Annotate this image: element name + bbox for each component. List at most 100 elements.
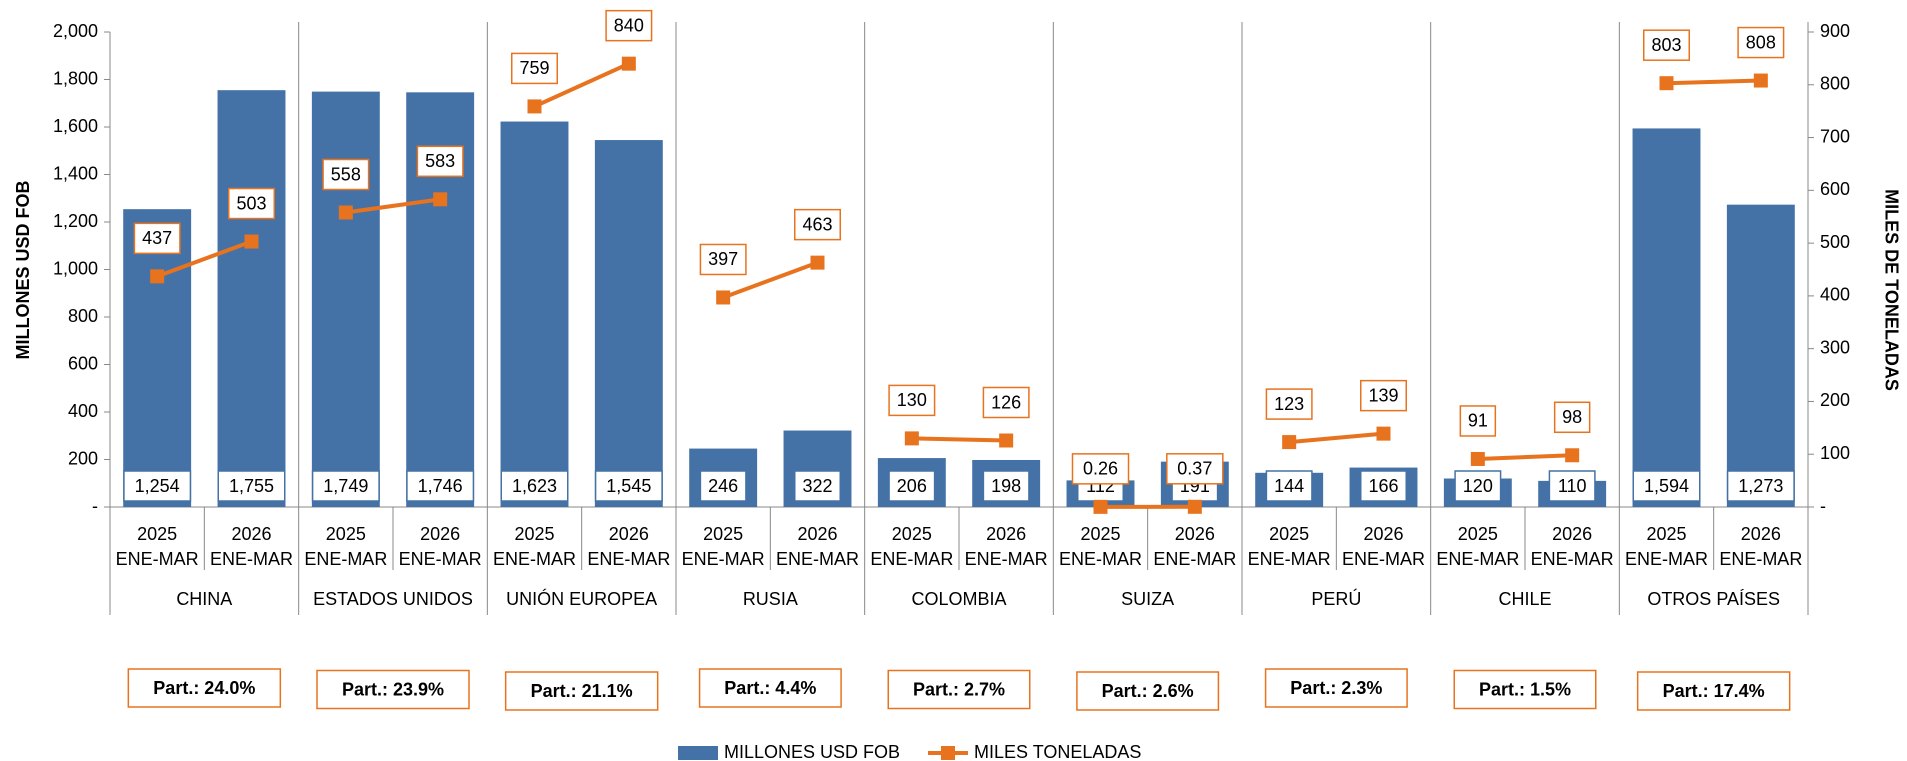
- x-tick-label: 2025: [137, 524, 177, 544]
- line: [345, 197, 441, 215]
- line-marker: [999, 433, 1014, 448]
- x-tick-label: 2026: [609, 524, 649, 544]
- bar-value-label-box: [217, 470, 286, 502]
- line-value-label: 503: [236, 193, 266, 213]
- line-value-label-box: [228, 187, 275, 220]
- line-marker: [1093, 499, 1108, 514]
- line-value-label-box: [1553, 401, 1591, 434]
- x-tick-label: 2026: [231, 524, 271, 544]
- bar-value-label: 110: [1558, 476, 1587, 496]
- line-value-label: 808: [1746, 32, 1776, 52]
- line-value-label: 98: [1562, 407, 1582, 427]
- group-label: CHINA: [176, 589, 232, 609]
- line-value-label: 583: [425, 151, 455, 171]
- line-value-label: 0.37: [1177, 459, 1212, 479]
- share-label: Part.: 4.4%: [724, 678, 816, 698]
- bar-value-label-box: [1548, 470, 1596, 502]
- share-label: Part.: 2.6%: [1102, 681, 1194, 701]
- bar-value-label-box: [1360, 470, 1407, 502]
- x-tick-label: ENE-MAR: [399, 549, 482, 569]
- share-box: [1076, 671, 1220, 711]
- y2-tick-label: 600: [1820, 179, 1850, 199]
- bar-value-label: 322: [802, 476, 832, 496]
- y2-tick-label: 400: [1820, 285, 1850, 305]
- bar-value-label-box: [500, 470, 569, 502]
- x-tick-label: 2026: [1741, 524, 1781, 544]
- x-tick-label: 2026: [420, 524, 460, 544]
- line-value-label-box: [1265, 388, 1313, 420]
- line-marker: [527, 99, 542, 114]
- bar-value-label: 1,623: [512, 476, 557, 496]
- bar-value-label: 120: [1463, 476, 1493, 496]
- share-label: Part.: 2.7%: [913, 679, 1005, 699]
- bar-value-label-box: [794, 470, 841, 502]
- legend-marker: [941, 746, 955, 760]
- x-tick-label: ENE-MAR: [1531, 549, 1614, 569]
- bar: [594, 140, 663, 507]
- share-label: Part.: 1.5%: [1479, 679, 1571, 699]
- x-tick-label: 2025: [1646, 524, 1686, 544]
- x-tick-label: ENE-MAR: [776, 549, 859, 569]
- bar-value-label: 206: [897, 476, 927, 496]
- y-tick-label: 2,000: [53, 21, 98, 41]
- line: [1288, 431, 1384, 445]
- x-tick-label: 2026: [1175, 524, 1215, 544]
- x-tick-label: ENE-MAR: [1342, 549, 1425, 569]
- x-tick-label: 2026: [797, 524, 837, 544]
- x-tick-label: 2025: [703, 524, 743, 544]
- share-label: Part.: 24.0%: [153, 678, 255, 698]
- x-tick-label: 2026: [986, 524, 1026, 544]
- bar-value-label: 1,749: [323, 476, 368, 496]
- line-value-label: 558: [331, 164, 361, 184]
- x-tick-label: 2026: [1552, 524, 1592, 544]
- x-tick-label: ENE-MAR: [870, 549, 953, 569]
- bar-value-label: 198: [991, 476, 1021, 496]
- y2-tick-label: 800: [1820, 74, 1850, 94]
- line-marker: [1565, 448, 1580, 463]
- x-tick-label: ENE-MAR: [682, 549, 765, 569]
- line: [722, 260, 819, 300]
- y-tick-label: 600: [68, 353, 98, 373]
- group-label: RUSIA: [743, 589, 798, 609]
- share-label: Part.: 23.9%: [342, 679, 444, 699]
- line: [1666, 78, 1761, 86]
- group-label: CHILE: [1498, 589, 1551, 609]
- line-marker: [244, 234, 259, 249]
- line-value-label: 437: [142, 228, 172, 248]
- bar-value-label: 246: [708, 476, 738, 496]
- bar-value-label: 1,755: [229, 476, 274, 496]
- line-marker: [716, 290, 731, 305]
- bar: [1632, 128, 1701, 508]
- x-tick-label: ENE-MAR: [116, 549, 199, 569]
- line-value-label-box: [1360, 379, 1407, 412]
- x-tick-label: ENE-MAR: [1719, 549, 1802, 569]
- line-marker: [433, 192, 448, 207]
- y-tick-label: 1,600: [53, 116, 98, 136]
- line-value-label: 126: [991, 392, 1021, 412]
- share-box: [316, 669, 470, 710]
- y2-tick-label: 100: [1820, 443, 1850, 463]
- line-value-label-box: [1737, 26, 1785, 59]
- share-box: [1264, 668, 1408, 708]
- line-value-label-box: [1459, 405, 1497, 437]
- line-marker: [1282, 435, 1297, 450]
- x-tick-label: ENE-MAR: [1059, 549, 1142, 569]
- line-value-label-box: [322, 158, 370, 191]
- share-box: [887, 669, 1031, 710]
- bar-value-label-box: [1454, 470, 1502, 502]
- bar: [500, 121, 569, 507]
- bar-value-label-box: [1632, 470, 1701, 502]
- y2-tick-label: 200: [1820, 390, 1850, 410]
- line-value-label: 91: [1468, 411, 1488, 431]
- y-tick-label: 1,400: [53, 163, 98, 183]
- line-value-label-box: [605, 9, 653, 42]
- bar-value-label: 1,746: [418, 476, 463, 496]
- y2-tick-label: 500: [1820, 232, 1850, 252]
- line-value-label: 139: [1368, 385, 1398, 405]
- x-tick-label: ENE-MAR: [965, 549, 1048, 569]
- line-value-label-box: [888, 384, 936, 417]
- legend-label: MILLONES USD FOB: [724, 742, 900, 761]
- line-marker: [338, 205, 353, 220]
- legend-label: MILES TONELADAS: [974, 742, 1141, 761]
